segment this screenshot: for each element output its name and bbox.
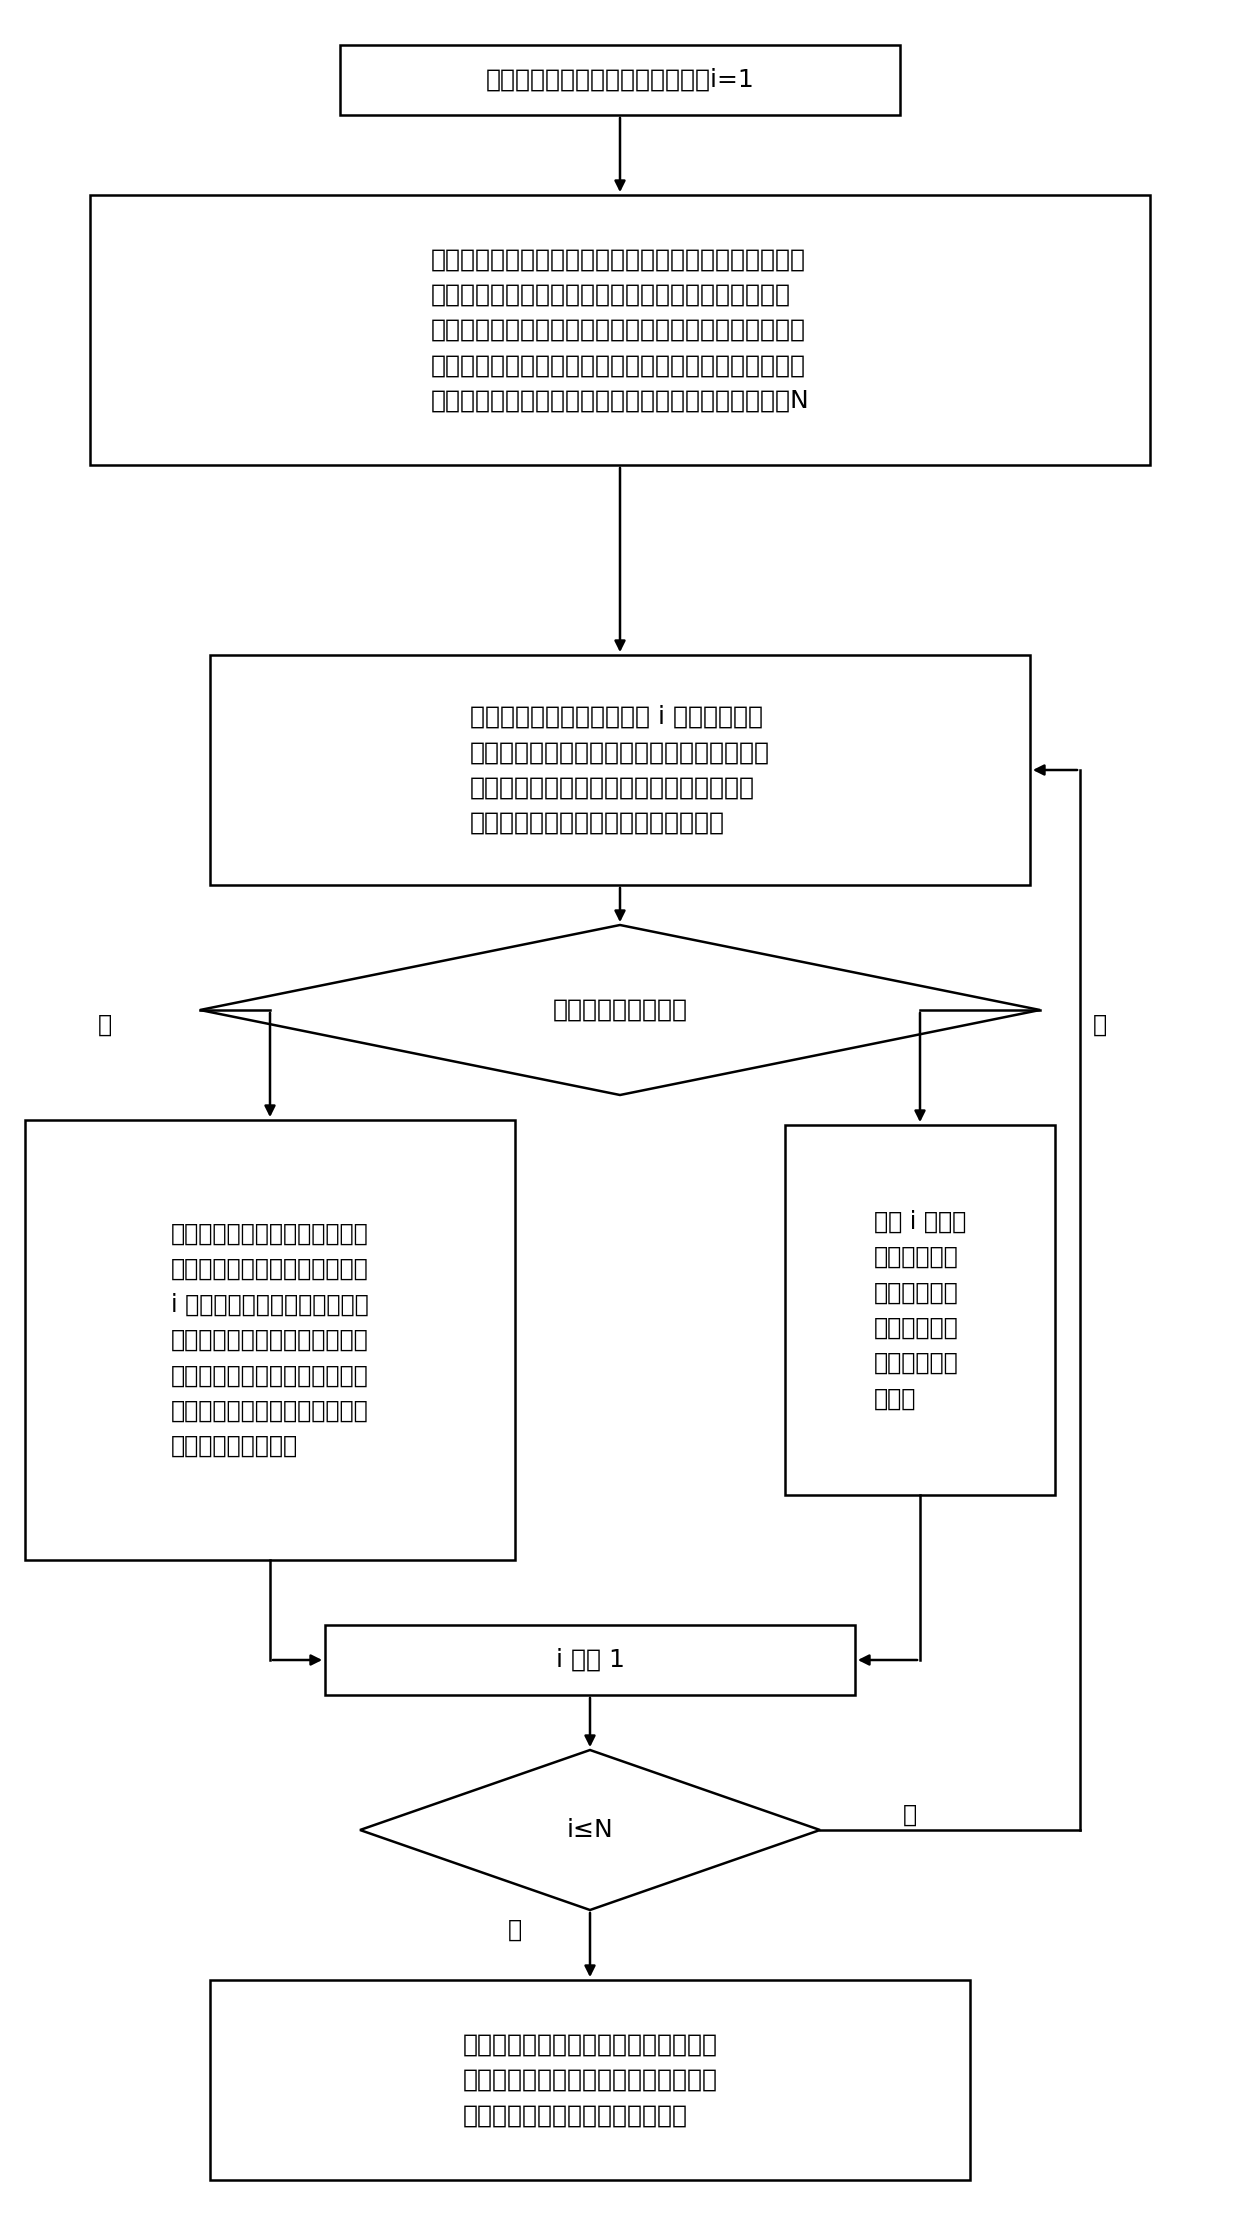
Bar — [210, 656, 1030, 885]
Bar — [25, 1120, 515, 1561]
Polygon shape — [200, 925, 1040, 1096]
Text: 否: 否 — [508, 1918, 522, 1943]
Text: 是: 是 — [903, 1803, 918, 1827]
Bar — [91, 196, 1149, 465]
Text: i 自增 1: i 自增 1 — [556, 1647, 625, 1672]
Text: 将所述存储单元链表中的第 i 个存储单元的
各个二分之一通孔的四个角的坐标，分别同所
述数据序列中的已有的各个存储单元的各个
二分之一通孔的四个角的坐标进行比较: 将所述存储单元链表中的第 i 个存储单元的 各个二分之一通孔的四个角的坐标，分别… — [470, 705, 770, 836]
Text: 对需要处理的存储单元阵列版图数据进行解析，将需要处
理的存储单元阵列版图数据中的各存储单元的按读取的
先后顺序建立存储单元链表，并记录各存储单元所在版图
阶层、: 对需要处理的存储单元阵列版图数据进行解析，将需要处 理的存储单元阵列版图数据中的… — [430, 247, 810, 413]
Text: 将需要处理的存储单元阵列版图数据中
的各个待替换完整通孔的原通孔数据替
换为新通孔数据，将数据序列清零: 将需要处理的存储单元阵列版图数据中 的各个待替换完整通孔的原通孔数据替 换为新通… — [463, 2032, 718, 2127]
Text: 建立一个数据序列，并将其清零；i=1: 建立一个数据序列，并将其清零；i=1 — [486, 69, 754, 91]
Text: 将第 i 个存储
单元的该个二
分之一通孔的
四个角的坐标
添加到所述数
据序列: 将第 i 个存储 单元的该个二 分之一通孔的 四个角的坐标 添加到所述数 据序列 — [874, 1209, 966, 1412]
Bar — [210, 1981, 970, 2181]
Text: 有两个角的坐标相同: 有两个角的坐标相同 — [553, 998, 687, 1023]
Text: 是: 是 — [98, 1014, 112, 1036]
Text: 否: 否 — [1092, 1014, 1107, 1036]
Bar — [325, 1625, 856, 1694]
Polygon shape — [360, 1750, 820, 1910]
Bar — [785, 1125, 1055, 1496]
Text: i≤N: i≤N — [567, 1818, 614, 1843]
Text: 将所述数据序列中已有的该个存
储单元的该个二分之一通孔同第
i 个存储单元的该个二分之一通
孔组成一个待替换完整通孔，并
将所述数据序列中的已有该个存
储单元的: 将所述数据序列中已有的该个存 储单元的该个二分之一通孔同第 i 个存储单元的该个… — [171, 1223, 368, 1458]
Bar — [340, 44, 900, 116]
